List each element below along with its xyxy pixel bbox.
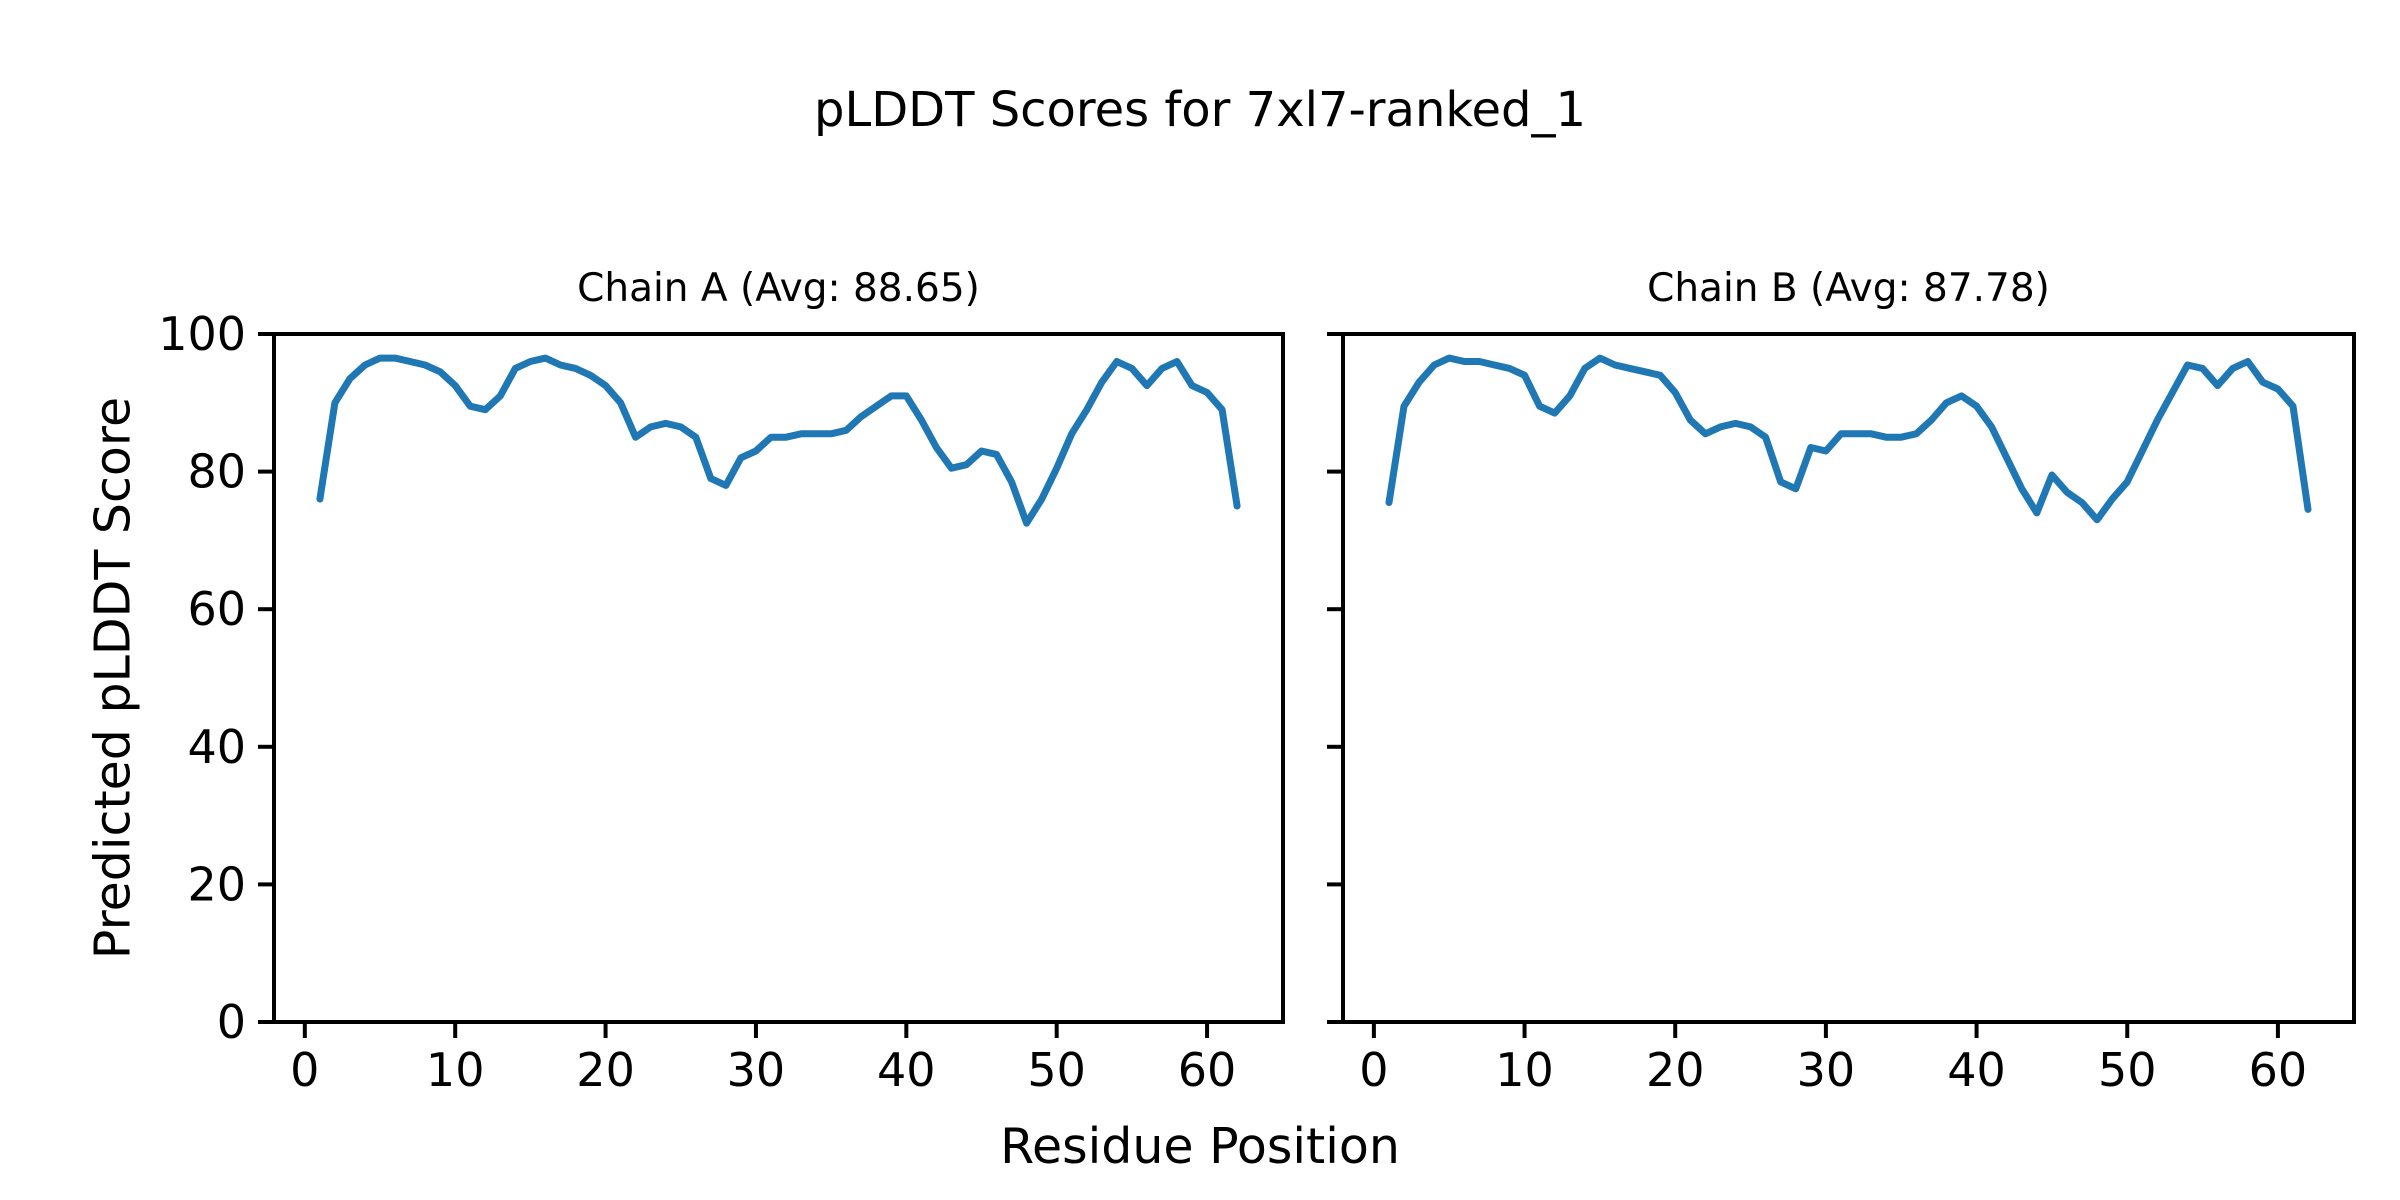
chain-b-subplot-title: Chain B (Avg: 87.78) [1647,266,2050,311]
axes-spines-chain-A [272,332,1285,1024]
chain-a-subplot-title: Chain A (Avg: 88.65) [577,266,980,311]
x-tick-label: 0 [290,1043,319,1097]
x-tick-label: 60 [2249,1043,2308,1097]
plddt-line-chain-B [1385,354,2312,524]
x-axis-label: Residue Position [1000,1118,1400,1175]
x-tick-label: 40 [1947,1043,2006,1097]
chain-b-axes: 0 10 20 30 40 50 60 [1327,332,2356,1097]
x-tick-label: 50 [1027,1043,1086,1097]
y-tick-label: 20 [187,857,246,911]
x-tick-label: 10 [1495,1043,1554,1097]
x-tick-label: 20 [576,1043,635,1097]
y-tick-label: 60 [187,582,246,636]
x-tick-label: 10 [426,1043,485,1097]
x-tick-label: 30 [1797,1043,1856,1097]
x-tick-label: 60 [1178,1043,1237,1097]
figure-title: pLDDT Scores for 7xl7-ranked_1 [813,82,1586,138]
plddt-line-chain-A [316,354,1241,527]
y-tick-label: 100 [158,307,246,361]
axes-spines-chain-B [1341,332,2356,1024]
y-tick-label: 40 [187,720,246,774]
chain-a-axes: 0 10 20 30 40 50 60 0 20 40 60 80 100 [158,307,1285,1097]
y-tick-label: 80 [187,445,246,499]
x-tick-label: 20 [1646,1043,1705,1097]
x-tick-label: 0 [1359,1043,1388,1097]
x-tick-label: 50 [2098,1043,2157,1097]
y-tick-label: 0 [217,995,246,1049]
x-tick-label: 30 [727,1043,786,1097]
x-tick-label: 40 [877,1043,936,1097]
